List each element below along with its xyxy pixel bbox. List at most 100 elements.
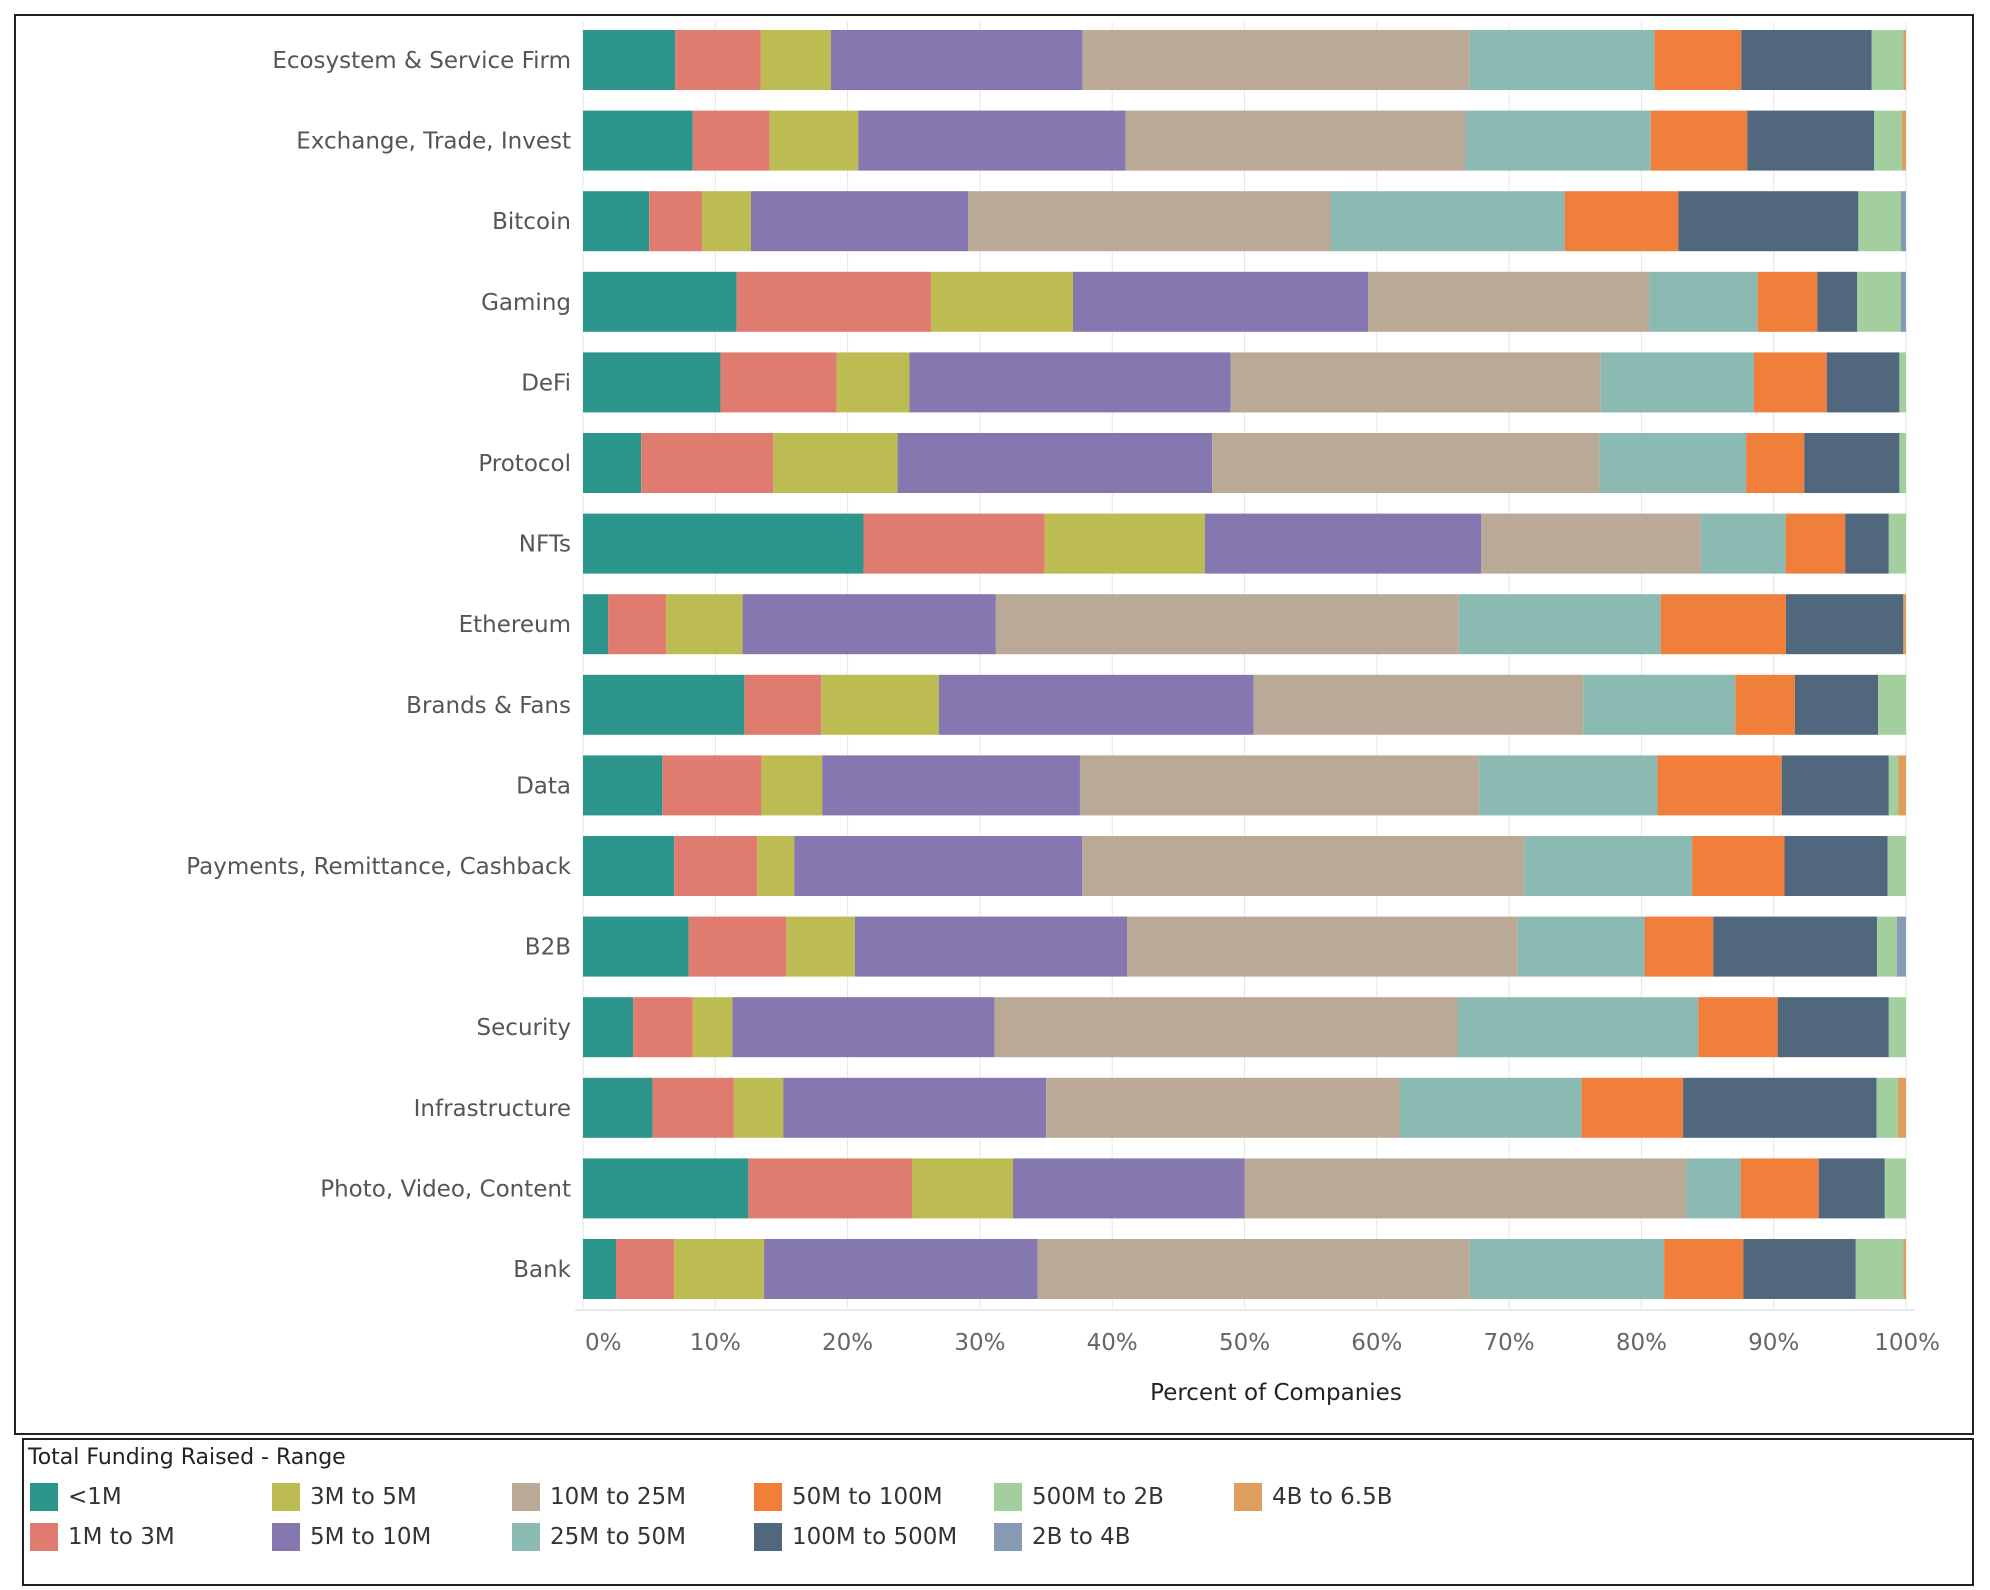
- bar-bitcoin-1m-to-3m[interactable]: [649, 191, 703, 252]
- bar-security-1m[interactable]: [583, 997, 634, 1058]
- bar-ecosystem-service-firm-10m-to-25m[interactable]: [1082, 30, 1470, 90]
- legend-item-500m-to-2b[interactable]: 500M to 2B: [994, 1483, 1164, 1511]
- bar-protocol-1m-to-3m[interactable]: [641, 433, 774, 493]
- bar-bank-1m[interactable]: [583, 1239, 617, 1299]
- bar-data-1m-to-3m[interactable]: [662, 755, 762, 816]
- bar-bitcoin-100m-to-500m[interactable]: [1678, 191, 1859, 252]
- bar-ecosystem-service-firm-5m-to-10m[interactable]: [830, 30, 1083, 90]
- bar-ethereum-1m-to-3m[interactable]: [608, 594, 667, 655]
- bar-bitcoin-50m-to-100m[interactable]: [1564, 191, 1679, 252]
- bar-exchange-trade-invest-5m-to-10m[interactable]: [858, 110, 1126, 171]
- bar-gaming-1m[interactable]: [583, 271, 737, 332]
- bar-infrastructure-5m-to-10m[interactable]: [783, 1077, 1047, 1138]
- bar-defi-1m[interactable]: [583, 352, 721, 413]
- legend-item-2b-to-4b[interactable]: 2B to 4B: [994, 1523, 1131, 1551]
- bar-nfts-25m-to-50m[interactable]: [1700, 513, 1786, 574]
- bar-infrastructure-500m-to-2b[interactable]: [1876, 1077, 1898, 1138]
- bar-brands-fans-100m-to-500m[interactable]: [1794, 674, 1879, 735]
- bar-gaming-25m-to-50m[interactable]: [1649, 271, 1758, 332]
- bar-b2b-25m-to-50m[interactable]: [1517, 916, 1645, 977]
- bar-brands-fans-1m[interactable]: [583, 674, 745, 735]
- bar-ethereum-1m[interactable]: [583, 594, 609, 655]
- bar-ecosystem-service-firm-3m-to-5m[interactable]: [760, 30, 831, 90]
- bar-protocol-10m-to-25m[interactable]: [1212, 433, 1600, 493]
- bar-nfts-3m-to-5m[interactable]: [1044, 513, 1205, 574]
- bar-data-5m-to-10m[interactable]: [822, 755, 1080, 816]
- bar-data-500m-to-2b[interactable]: [1888, 755, 1899, 816]
- bar-infrastructure-1m[interactable]: [583, 1077, 653, 1138]
- bar-ethereum-10m-to-25m[interactable]: [995, 594, 1459, 655]
- bar-defi-100m-to-500m[interactable]: [1826, 352, 1900, 413]
- bar-nfts-1m-to-3m[interactable]: [863, 513, 1045, 574]
- bar-nfts-50m-to-100m[interactable]: [1785, 513, 1846, 574]
- bar-brands-fans-10m-to-25m[interactable]: [1253, 674, 1584, 735]
- bar-data-1m[interactable]: [583, 755, 663, 816]
- bar-defi-3m-to-5m[interactable]: [836, 352, 910, 413]
- bar-b2b-100m-to-500m[interactable]: [1713, 916, 1877, 977]
- bar-data-10m-to-25m[interactable]: [1079, 755, 1480, 816]
- legend-item-100m-to-500m[interactable]: 100M to 500M: [754, 1523, 957, 1551]
- bar-defi-500m-to-2b[interactable]: [1899, 352, 1906, 413]
- bar-infrastructure-10m-to-25m[interactable]: [1046, 1077, 1401, 1138]
- bar-security-10m-to-25m[interactable]: [994, 997, 1458, 1058]
- bar-payments-remittance-cashback-100m-to-500m[interactable]: [1784, 836, 1888, 896]
- bar-photo-video-content-25m-to-50m[interactable]: [1686, 1158, 1741, 1219]
- bar-protocol-50m-to-100m[interactable]: [1746, 433, 1805, 493]
- bar-nfts-1m[interactable]: [583, 513, 864, 574]
- bar-payments-remittance-cashback-1m[interactable]: [583, 836, 675, 896]
- bar-ethereum-25m-to-50m[interactable]: [1458, 594, 1661, 655]
- bar-security-1m-to-3m[interactable]: [633, 997, 693, 1058]
- bar-ecosystem-service-firm-1m-to-3m[interactable]: [675, 30, 761, 90]
- bar-defi-10m-to-25m[interactable]: [1230, 352, 1601, 413]
- legend-item-1m-to-3m[interactable]: 1M to 3M: [30, 1523, 175, 1551]
- legend-item-3m-to-5m[interactable]: 3M to 5M: [272, 1483, 417, 1511]
- bar-payments-remittance-cashback-10m-to-25m[interactable]: [1082, 836, 1525, 896]
- bar-gaming-5m-to-10m[interactable]: [1073, 271, 1369, 332]
- bar-bank-10m-to-25m[interactable]: [1037, 1239, 1470, 1299]
- bar-data-4b-to-6-5b[interactable]: [1898, 755, 1906, 816]
- bar-nfts-500m-to-2b[interactable]: [1888, 513, 1906, 574]
- bar-b2b-500m-to-2b[interactable]: [1876, 916, 1897, 977]
- bar-ethereum-3m-to-5m[interactable]: [666, 594, 743, 655]
- bar-photo-video-content-500m-to-2b[interactable]: [1884, 1158, 1906, 1219]
- bar-payments-remittance-cashback-500m-to-2b[interactable]: [1887, 836, 1906, 896]
- bar-bitcoin-5m-to-10m[interactable]: [751, 191, 968, 252]
- bar-brands-fans-25m-to-50m[interactable]: [1583, 674, 1736, 735]
- bar-payments-remittance-cashback-25m-to-50m[interactable]: [1524, 836, 1693, 896]
- bar-gaming-10m-to-25m[interactable]: [1368, 271, 1650, 332]
- bar-infrastructure-4b-to-6-5b[interactable]: [1897, 1077, 1906, 1138]
- bar-security-25m-to-50m[interactable]: [1457, 997, 1699, 1058]
- bar-gaming-100m-to-500m[interactable]: [1817, 271, 1857, 332]
- bar-exchange-trade-invest-4b-to-6-5b[interactable]: [1902, 110, 1906, 171]
- bar-defi-1m-to-3m[interactable]: [720, 352, 837, 413]
- bar-exchange-trade-invest-10m-to-25m[interactable]: [1125, 110, 1466, 171]
- legend-item-50m-to-100m[interactable]: 50M to 100M: [754, 1483, 943, 1511]
- bar-photo-video-content-10m-to-25m[interactable]: [1244, 1158, 1687, 1219]
- legend-item-10m-to-25m[interactable]: 10M to 25M: [512, 1483, 686, 1511]
- bar-gaming-1m-to-3m[interactable]: [736, 271, 932, 332]
- bar-b2b-50m-to-100m[interactable]: [1644, 916, 1714, 977]
- bar-payments-remittance-cashback-5m-to-10m[interactable]: [794, 836, 1083, 896]
- bar-exchange-trade-invest-3m-to-5m[interactable]: [769, 110, 859, 171]
- bar-b2b-2b-to-4b[interactable]: [1896, 916, 1906, 977]
- bar-bank-500m-to-2b[interactable]: [1855, 1239, 1904, 1299]
- bar-nfts-100m-to-500m[interactable]: [1845, 513, 1889, 574]
- bar-protocol-3m-to-5m[interactable]: [773, 433, 898, 493]
- bar-security-100m-to-500m[interactable]: [1777, 997, 1889, 1058]
- bar-security-3m-to-5m[interactable]: [692, 997, 733, 1058]
- legend-item-1m[interactable]: <1M: [30, 1483, 122, 1511]
- legend-item-25m-to-50m[interactable]: 25M to 50M: [512, 1523, 686, 1551]
- bar-bitcoin-1m[interactable]: [583, 191, 650, 252]
- bar-gaming-50m-to-100m[interactable]: [1757, 271, 1818, 332]
- bar-brands-fans-500m-to-2b[interactable]: [1878, 674, 1906, 735]
- bar-bank-100m-to-500m[interactable]: [1743, 1239, 1856, 1299]
- bar-bank-3m-to-5m[interactable]: [674, 1239, 765, 1299]
- bar-brands-fans-50m-to-100m[interactable]: [1735, 674, 1795, 735]
- bar-exchange-trade-invest-1m[interactable]: [583, 110, 693, 171]
- bar-photo-video-content-3m-to-5m[interactable]: [912, 1158, 1013, 1219]
- bar-payments-remittance-cashback-3m-to-5m[interactable]: [757, 836, 795, 896]
- legend-item-4b-to-6-5b[interactable]: 4B to 6.5B: [1234, 1483, 1392, 1511]
- bar-photo-video-content-1m[interactable]: [583, 1158, 749, 1219]
- bar-ecosystem-service-firm-500m-to-2b[interactable]: [1871, 30, 1904, 90]
- bar-protocol-500m-to-2b[interactable]: [1899, 433, 1906, 493]
